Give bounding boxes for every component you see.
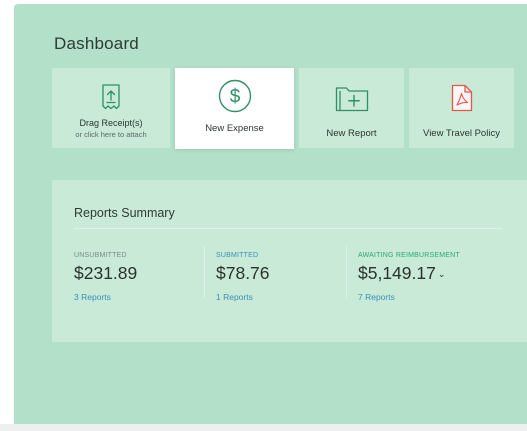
awaiting-reports-link[interactable]: 7 Reports <box>358 292 395 302</box>
awaiting-reimbursement-stat: AWAITING REIMBURSEMENT $5,149.17 ⌄ 7 Repo… <box>358 252 460 302</box>
unsubmitted-amount: $231.89 <box>74 263 138 283</box>
view-travel-policy-label: View Travel Policy <box>423 128 500 139</box>
awaiting-reimbursement-label: AWAITING REIMBURSEMENT <box>358 252 460 259</box>
submitted-label: SUBMITTED <box>216 252 259 259</box>
chevron-down-icon[interactable]: ⌄ <box>437 268 446 279</box>
new-expense-tile[interactable]: $ New Expense <box>175 68 294 149</box>
new-expense-label: New Expense <box>205 123 264 134</box>
svg-text:$: $ <box>229 87 240 108</box>
submitted-stat: SUBMITTED $78.76 1 Reports <box>216 252 270 302</box>
view-travel-policy-tile[interactable]: View Travel Policy <box>409 68 514 148</box>
dollar-circle-icon: $ <box>218 79 252 113</box>
unsubmitted-stat: UNSUBMITTED $231.89 3 Reports <box>74 252 137 302</box>
submitted-amount: $78.76 <box>216 263 270 283</box>
new-report-tile[interactable]: New Report <box>299 68 404 148</box>
reports-summary-title: Reports Summary <box>74 206 175 220</box>
submitted-reports-link[interactable]: 1 Reports <box>216 292 253 302</box>
new-report-label: New Report <box>326 128 377 139</box>
folder-plus-icon <box>335 82 369 114</box>
receipt-upload-icon <box>100 81 122 113</box>
unsubmitted-label: UNSUBMITTED <box>74 252 127 259</box>
awaiting-reimbursement-amount-row: $5,149.17 ⌄ <box>358 263 460 284</box>
drag-receipts-label: Drag Receipt(s) <box>79 118 143 128</box>
stat-divider <box>346 246 347 298</box>
unsubmitted-reports-link[interactable]: 3 Reports <box>74 292 111 302</box>
reports-summary-card: Reports Summary UNSUBMITTED $231.89 3 Re… <box>52 180 527 342</box>
drag-receipts-sublabel: or click here to attach <box>75 130 147 139</box>
awaiting-reimbursement-amount: $5,149.17 <box>358 263 436 283</box>
page-title: Dashboard <box>54 34 139 53</box>
stat-divider <box>204 246 205 298</box>
summary-divider <box>74 228 502 229</box>
drag-receipts-tile[interactable]: Drag Receipt(s) or click here to attach <box>52 68 170 148</box>
bottom-strip <box>0 424 527 431</box>
pdf-document-icon <box>451 82 473 114</box>
